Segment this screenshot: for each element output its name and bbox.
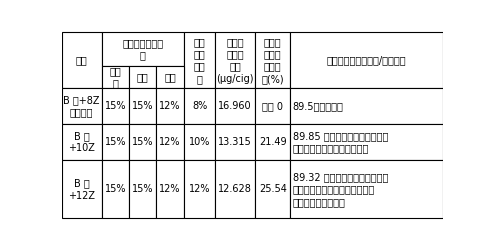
Text: 薄片: 薄片: [164, 72, 176, 82]
Text: 25.54: 25.54: [259, 184, 287, 194]
Bar: [290, 88, 443, 124]
Bar: [156, 88, 184, 124]
Bar: [101, 66, 129, 88]
Bar: [215, 124, 255, 160]
Bar: [255, 88, 290, 124]
Bar: [215, 32, 255, 88]
Bar: [290, 124, 443, 160]
Text: 16.960: 16.960: [218, 101, 252, 111]
Bar: [156, 160, 184, 218]
Bar: [101, 124, 129, 160]
Text: 梗丝: 梗丝: [137, 72, 149, 82]
Bar: [184, 32, 215, 88]
Text: 滤嘴
增塑
剂比
例: 滤嘴 增塑 剂比 例: [194, 37, 205, 84]
Bar: [129, 160, 156, 218]
Text: 膨胀
丝: 膨胀 丝: [109, 66, 121, 88]
Text: 设为 0: 设为 0: [262, 101, 283, 111]
Bar: [62, 32, 101, 88]
Text: 15%: 15%: [104, 184, 126, 194]
Bar: [101, 160, 129, 218]
Bar: [255, 124, 290, 160]
Text: 21.49: 21.49: [259, 137, 286, 147]
Text: B 方+8Z
（对照）: B 方+8Z （对照）: [63, 95, 100, 118]
Text: 15%: 15%: [104, 137, 126, 147]
Text: 试验组
苯酚平
均降低
率(%): 试验组 苯酚平 均降低 率(%): [261, 37, 284, 84]
Text: 10%: 10%: [189, 137, 210, 147]
Bar: [129, 88, 156, 124]
Bar: [129, 124, 156, 160]
Bar: [184, 124, 215, 160]
Bar: [184, 88, 215, 124]
Bar: [215, 88, 255, 124]
Text: 8%: 8%: [192, 101, 207, 111]
Text: 15%: 15%: [132, 101, 154, 111]
Bar: [156, 66, 184, 88]
Bar: [255, 32, 290, 88]
Bar: [101, 88, 129, 124]
Text: 苯酚释
放量平
均值
(μg/cig): 苯酚释 放量平 均值 (μg/cig): [216, 37, 254, 84]
Bar: [101, 32, 184, 66]
Text: 样品: 样品: [76, 55, 88, 65]
Text: 15%: 15%: [104, 101, 126, 111]
Text: 89.32 清香馥集，清香型风格减
弱，显示出浓香型的焦甜香韵：
主体香韵发生改变。: 89.32 清香馥集，清香型风格减 弱，显示出浓香型的焦甜香韵： 主体香韵发生改…: [293, 172, 388, 207]
Text: 12.628: 12.628: [218, 184, 252, 194]
Bar: [156, 124, 184, 160]
Text: 15%: 15%: [132, 184, 154, 194]
Bar: [62, 160, 101, 218]
Text: B 方
+10Z: B 方 +10Z: [68, 131, 95, 153]
Text: 12%: 12%: [159, 137, 181, 147]
Bar: [255, 160, 290, 218]
Text: 13.315: 13.315: [218, 137, 252, 147]
Text: 12%: 12%: [189, 184, 210, 194]
Text: 12%: 12%: [159, 184, 181, 194]
Text: 89.5；清香型。: 89.5；清香型。: [293, 101, 343, 111]
Text: 卷烟感官质量（分）/香型特征: 卷烟感官质量（分）/香型特征: [327, 55, 406, 65]
Bar: [184, 160, 215, 218]
Bar: [290, 32, 443, 88]
Text: 89.85 清甜香韵明显，香气清雅
飘逸，清香型风格更加突出，: 89.85 清甜香韵明显，香气清雅 飘逸，清香型风格更加突出，: [293, 131, 388, 153]
Bar: [62, 88, 101, 124]
Text: 15%: 15%: [132, 137, 154, 147]
Text: 12%: 12%: [159, 101, 181, 111]
Bar: [129, 66, 156, 88]
Bar: [290, 160, 443, 218]
Bar: [62, 124, 101, 160]
Text: 样品三丝搭配比
例: 样品三丝搭配比 例: [122, 38, 163, 60]
Text: B 方
+12Z: B 方 +12Z: [68, 178, 95, 201]
Bar: [215, 160, 255, 218]
